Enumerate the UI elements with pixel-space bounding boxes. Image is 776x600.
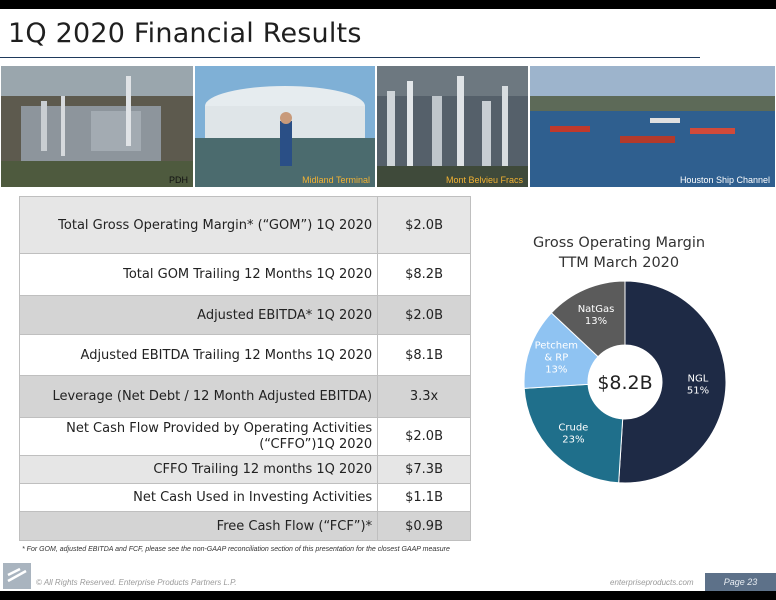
- table-row: CFFO Trailing 12 months 1Q 2020 $7.3B: [18, 455, 471, 484]
- row-label: CFFO Trailing 12 months 1Q 2020: [18, 455, 379, 484]
- slice-label: Crude 23%: [558, 423, 588, 446]
- copyright-text: © All Rights Reserved. Enterprise Produc…: [36, 578, 237, 587]
- photo-houston: Houston Ship Channel: [530, 66, 775, 187]
- page-title: 1Q 2020 Financial Results: [8, 18, 362, 49]
- photo-caption: Mont Belvieu Fracs: [445, 175, 523, 185]
- table-row: Adjusted EBITDA Trailing 12 Months 1Q 20…: [18, 334, 471, 376]
- row-value: $2.0B: [377, 417, 471, 456]
- photo-strip: PDH Midland Terminal Mont Belvieu Fracs: [1, 66, 775, 187]
- company-logo-icon: [3, 563, 31, 589]
- table-row: Net Cash Used in Investing Activities $1…: [18, 483, 471, 512]
- photo-caption: PDH: [168, 175, 188, 185]
- midland-terminal-image: [195, 66, 375, 187]
- site-link[interactable]: enterpriseproducts.com: [610, 578, 694, 587]
- table-row: Total Gross Operating Margin* (“GOM”) 1Q…: [18, 196, 471, 254]
- row-value: $8.2B: [377, 253, 471, 296]
- photo-midland: Midland Terminal: [195, 66, 375, 187]
- donut-hole: [588, 345, 662, 419]
- pdh-plant-image: [1, 66, 193, 187]
- slice-label: NatGas 13%: [578, 304, 615, 327]
- donut-center-label: $8.2B: [597, 372, 652, 394]
- row-label: Free Cash Flow (“FCF”)*: [18, 511, 379, 541]
- row-label: Net Cash Used in Investing Activities: [18, 483, 379, 512]
- row-value: 3.3x: [377, 375, 471, 418]
- row-label: Total GOM Trailing 12 Months 1Q 2020: [18, 253, 379, 296]
- row-value: $8.1B: [377, 334, 471, 376]
- table-row: Leverage (Net Debt / 12 Month Adjusted E…: [18, 375, 471, 418]
- financial-results-table: Total Gross Operating Margin* (“GOM”) 1Q…: [18, 196, 471, 541]
- mont-belvieu-image: [377, 66, 528, 187]
- chart-title-line: Gross Operating Margin: [532, 235, 706, 251]
- photo-pdh: PDH: [1, 66, 193, 187]
- photo-caption: Midland Terminal: [302, 175, 370, 185]
- row-value: $0.9B: [377, 511, 471, 541]
- row-label: Adjusted EBITDA Trailing 12 Months 1Q 20…: [18, 334, 379, 376]
- footnote: * For GOM, adjusted EBITDA and FCF, plea…: [22, 546, 450, 553]
- page-number: Page 23: [705, 573, 776, 591]
- logo-mark: [7, 567, 27, 583]
- chart-title-line: TTM March 2020: [558, 255, 680, 271]
- photo-caption: Houston Ship Channel: [679, 175, 770, 185]
- table-row: Net Cash Flow Provided by Operating Acti…: [18, 417, 471, 456]
- table-row: Adjusted EBITDA* 1Q 2020 $2.0B: [18, 295, 471, 335]
- row-label: Total Gross Operating Margin* (“GOM”) 1Q…: [18, 196, 379, 254]
- top-bar: [0, 0, 776, 9]
- houston-ship-channel-image: [530, 66, 775, 187]
- chart-title: Gross Operating Margin TTM March 2020: [520, 233, 718, 273]
- slice-label: Petchem & RP 13%: [535, 340, 578, 375]
- title-divider: [0, 57, 700, 58]
- slice-label: NGL 51%: [687, 373, 709, 396]
- row-label: Leverage (Net Debt / 12 Month Adjusted E…: [18, 375, 379, 418]
- row-value: $7.3B: [377, 455, 471, 484]
- row-label: Net Cash Flow Provided by Operating Acti…: [18, 417, 379, 456]
- row-value: $1.1B: [377, 483, 471, 512]
- bottom-bar: [0, 591, 776, 600]
- row-value: $2.0B: [377, 196, 471, 254]
- row-label: Adjusted EBITDA* 1Q 2020: [18, 295, 379, 335]
- row-value: $2.0B: [377, 295, 471, 335]
- photo-mont-belvieu: Mont Belvieu Fracs: [377, 66, 528, 187]
- table-row: Free Cash Flow (“FCF”)* $0.9B: [18, 511, 471, 541]
- gom-donut-chart: NGL 51% Crude 23% Petchem & RP 13%NatGas 13% $8.…: [523, 280, 727, 484]
- table-row: Total GOM Trailing 12 Months 1Q 2020 $8.…: [18, 253, 471, 296]
